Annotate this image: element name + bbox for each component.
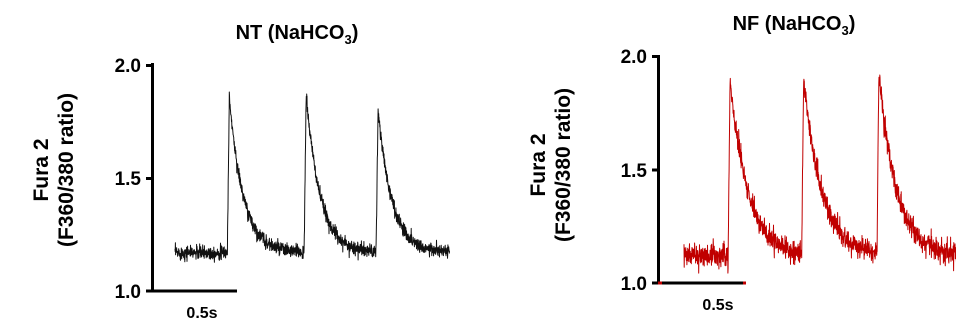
y-tick-label-nf-2: 2.0 (621, 47, 647, 68)
y-axis-label-nf: Fura 2 (527, 133, 550, 196)
y-tick-label-nt-0: 1.0 (115, 282, 141, 303)
y-axis-label-unit-nt: (F360/380 ratio) (55, 93, 78, 247)
chart-title-nt: NT (NaHCO3) (236, 22, 359, 47)
calcium-trace-nt (174, 91, 450, 263)
y-axis-label-nt: Fura 2 (30, 138, 53, 201)
chart-nf: NF (NaHCO3) Fura 2 (F360/380 ratio) 2.0 … (527, 13, 956, 314)
y-axis-label-unit-nf: (F360/380 ratio) (552, 88, 575, 242)
calcium-trace-nf (683, 74, 956, 274)
y-tick-label-nt-1: 1.5 (115, 169, 142, 190)
scale-bar-label-nt: 0.5s (186, 305, 217, 322)
y-tick-label-nt-2: 2.0 (115, 56, 141, 77)
chart-title-nf: NF (NaHCO3) (733, 13, 856, 38)
y-tick-label-nf-0: 1.0 (621, 274, 647, 295)
chart-nt: NT (NaHCO3) Fura 2 (F360/380 ratio) 2.0 … (30, 22, 450, 322)
y-tick-label-nf-1: 1.5 (621, 161, 648, 182)
scale-bar-label-nf: 0.5s (702, 297, 733, 314)
